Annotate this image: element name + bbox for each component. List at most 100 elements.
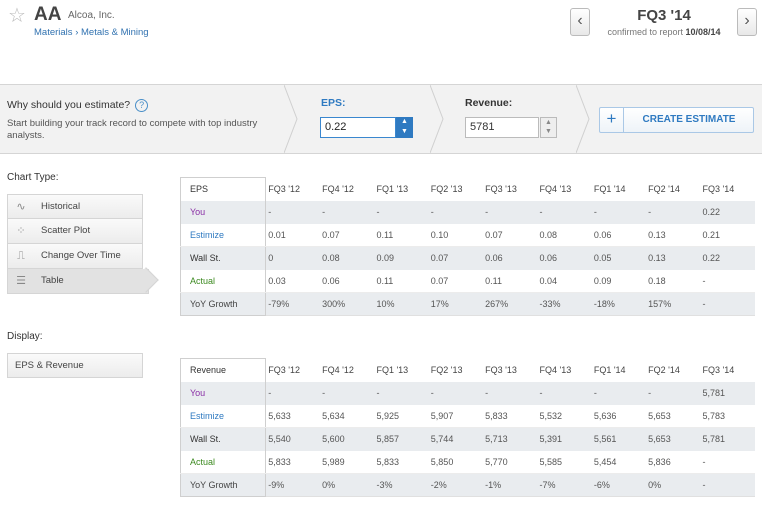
revenue-input[interactable]: 5781 — [465, 117, 539, 138]
column-header: FQ1 '13 — [376, 184, 409, 194]
table-cell: 5,857 — [374, 427, 429, 451]
table-row: Actual 5,833 5,989 5,833 5,850 5,770 5,585 5,45… — [179, 450, 755, 474]
table-cell: - — [374, 381, 429, 405]
estimate-bar: Why should you estimate? ? Start buildin… — [0, 84, 762, 154]
table-row: You - - - - - - - -5,781 — [179, 381, 755, 405]
divider-chevron — [430, 85, 444, 153]
column-header: FQ3 '12 — [268, 184, 300, 194]
caret-up-icon[interactable]: ▲ — [401, 118, 408, 125]
table-cell: - — [428, 381, 484, 405]
table-row: YoY Growth -79% 300% 10% 17% 267% -33% -18% 157%… — [179, 292, 755, 316]
table-cell: - — [265, 381, 321, 405]
table-cell: - — [265, 200, 321, 224]
column-header: FQ3 '14 — [702, 184, 735, 194]
display-title: Display: — [7, 331, 43, 342]
row-label: Estimize — [179, 223, 267, 247]
step-icon: ⎍ — [17, 250, 25, 262]
plus-icon: + — [600, 108, 624, 132]
caret-down-icon[interactable]: ▼ — [545, 128, 552, 135]
column-header: FQ2 '13 — [430, 365, 463, 375]
table-header-row: EPS FQ3 '12 FQ4 '12 FQ1 '13 FQ2 '13 FQ3 '13 FQ… — [179, 177, 756, 201]
chart-type-label: Scatter Plot — [41, 225, 91, 236]
table-cell: 0 — [265, 246, 321, 270]
table-cell: - — [483, 381, 538, 405]
table-cell: - — [700, 269, 755, 293]
table-cell: - — [646, 381, 701, 405]
table-cell: 5,770 — [483, 450, 538, 474]
table-cell: 0% — [320, 473, 375, 497]
chart-type-change-over-time[interactable]: ⎍ Change Over Time — [7, 244, 143, 269]
table-cell: -2% — [428, 473, 484, 497]
table-cell: 5,585 — [537, 450, 592, 474]
table-cell: 0.13 — [646, 246, 701, 270]
chevron-left-icon: ‹ — [577, 12, 583, 29]
table-cell: 5,532 — [537, 404, 592, 428]
table-cell: - — [320, 381, 375, 405]
table-cell: -6% — [591, 473, 647, 497]
help-icon[interactable]: ? — [135, 99, 149, 112]
column-header: FQ4 '13 — [539, 184, 572, 194]
scatter-icon: ⁘ — [16, 225, 26, 237]
row-label: You — [179, 200, 267, 224]
table-cell: - — [320, 200, 375, 224]
table-cell: -7% — [537, 473, 592, 497]
eps-input[interactable]: 0.22 — [320, 117, 396, 138]
caret-down-icon[interactable]: ▼ — [401, 128, 408, 135]
table-row: YoY Growth -9% 0% -3% -2% -1% -7% -6% 0% - — [179, 473, 755, 497]
table-cell: 5,636 — [591, 404, 647, 428]
display-select[interactable]: EPS & Revenue — [7, 353, 143, 378]
create-estimate-button[interactable]: + CREATE ESTIMATE — [599, 107, 754, 133]
table-cell: 0.07 — [320, 223, 375, 247]
chart-type-label: Table — [41, 275, 64, 286]
table-cell: 5,561 — [591, 427, 647, 451]
row-label: YoY Growth — [179, 473, 267, 497]
confirmed-date: 10/08/14 — [685, 27, 721, 37]
table-cell: 5,633 — [265, 404, 321, 428]
table-cell: -9% — [265, 473, 321, 497]
table-cell: 5,833 — [265, 450, 321, 474]
next-quarter-button[interactable]: › — [737, 8, 757, 36]
breadcrumb-sector[interactable]: Materials — [34, 27, 73, 38]
row-label: Wall St. — [179, 427, 267, 451]
prev-quarter-button[interactable]: ‹ — [570, 8, 590, 36]
caret-up-icon[interactable]: ▲ — [545, 119, 552, 126]
table-cell: - — [483, 200, 538, 224]
table-cell: 157% — [646, 292, 701, 316]
table-cell: 0% — [646, 473, 701, 497]
create-estimate-label: CREATE ESTIMATE — [642, 114, 736, 125]
table-row: Actual 0.03 0.06 0.11 0.07 0.11 0.04 0.09 0.18- — [179, 269, 755, 293]
confirmed-prefix: confirmed to report — [607, 27, 683, 37]
table-cell: 0.13 — [646, 223, 701, 247]
chart-type-historical[interactable]: ∿ Historical — [7, 194, 143, 219]
row-label: YoY Growth — [179, 292, 267, 316]
why-estimate-description: Start building your track record to comp… — [7, 118, 258, 141]
column-header: FQ1 '14 — [593, 365, 626, 375]
breadcrumb: Materials › Metals & Mining — [34, 27, 149, 38]
table-cell: -79% — [265, 292, 321, 316]
table-cell: - — [537, 381, 592, 405]
table-cell: -18% — [591, 292, 647, 316]
column-header: FQ3 '12 — [268, 365, 300, 375]
table-cell: 300% — [320, 292, 375, 316]
row-label: Estimize — [179, 404, 267, 428]
chart-type-table[interactable]: ☰ Table — [7, 269, 149, 294]
revenue-stepper[interactable]: ▲ ▼ — [540, 117, 557, 138]
table-cell: 0.06 — [483, 246, 538, 270]
star-icon[interactable]: ☆ — [8, 5, 26, 27]
table-cell: 5,391 — [537, 427, 592, 451]
table-cell: 5,781 — [700, 381, 755, 405]
table-row: Estimize 0.01 0.07 0.11 0.10 0.07 0.08 0.06 0.13… — [179, 223, 755, 247]
chart-type-scatter-plot[interactable]: ⁘ Scatter Plot — [7, 219, 143, 244]
eps-stepper[interactable]: ▲ ▼ — [396, 117, 413, 138]
column-header: FQ2 '14 — [648, 365, 680, 375]
table-cell: - — [700, 292, 755, 316]
table-cell: - — [646, 200, 701, 224]
table-cell: 5,783 — [700, 404, 755, 428]
divider-chevron — [284, 85, 298, 153]
table-cell: 5,907 — [428, 404, 484, 428]
table-cell: 0.11 — [374, 269, 429, 293]
breadcrumb-industry[interactable]: Metals & Mining — [81, 27, 149, 38]
column-header: FQ4 '12 — [322, 365, 354, 375]
table-cell: -3% — [374, 473, 429, 497]
